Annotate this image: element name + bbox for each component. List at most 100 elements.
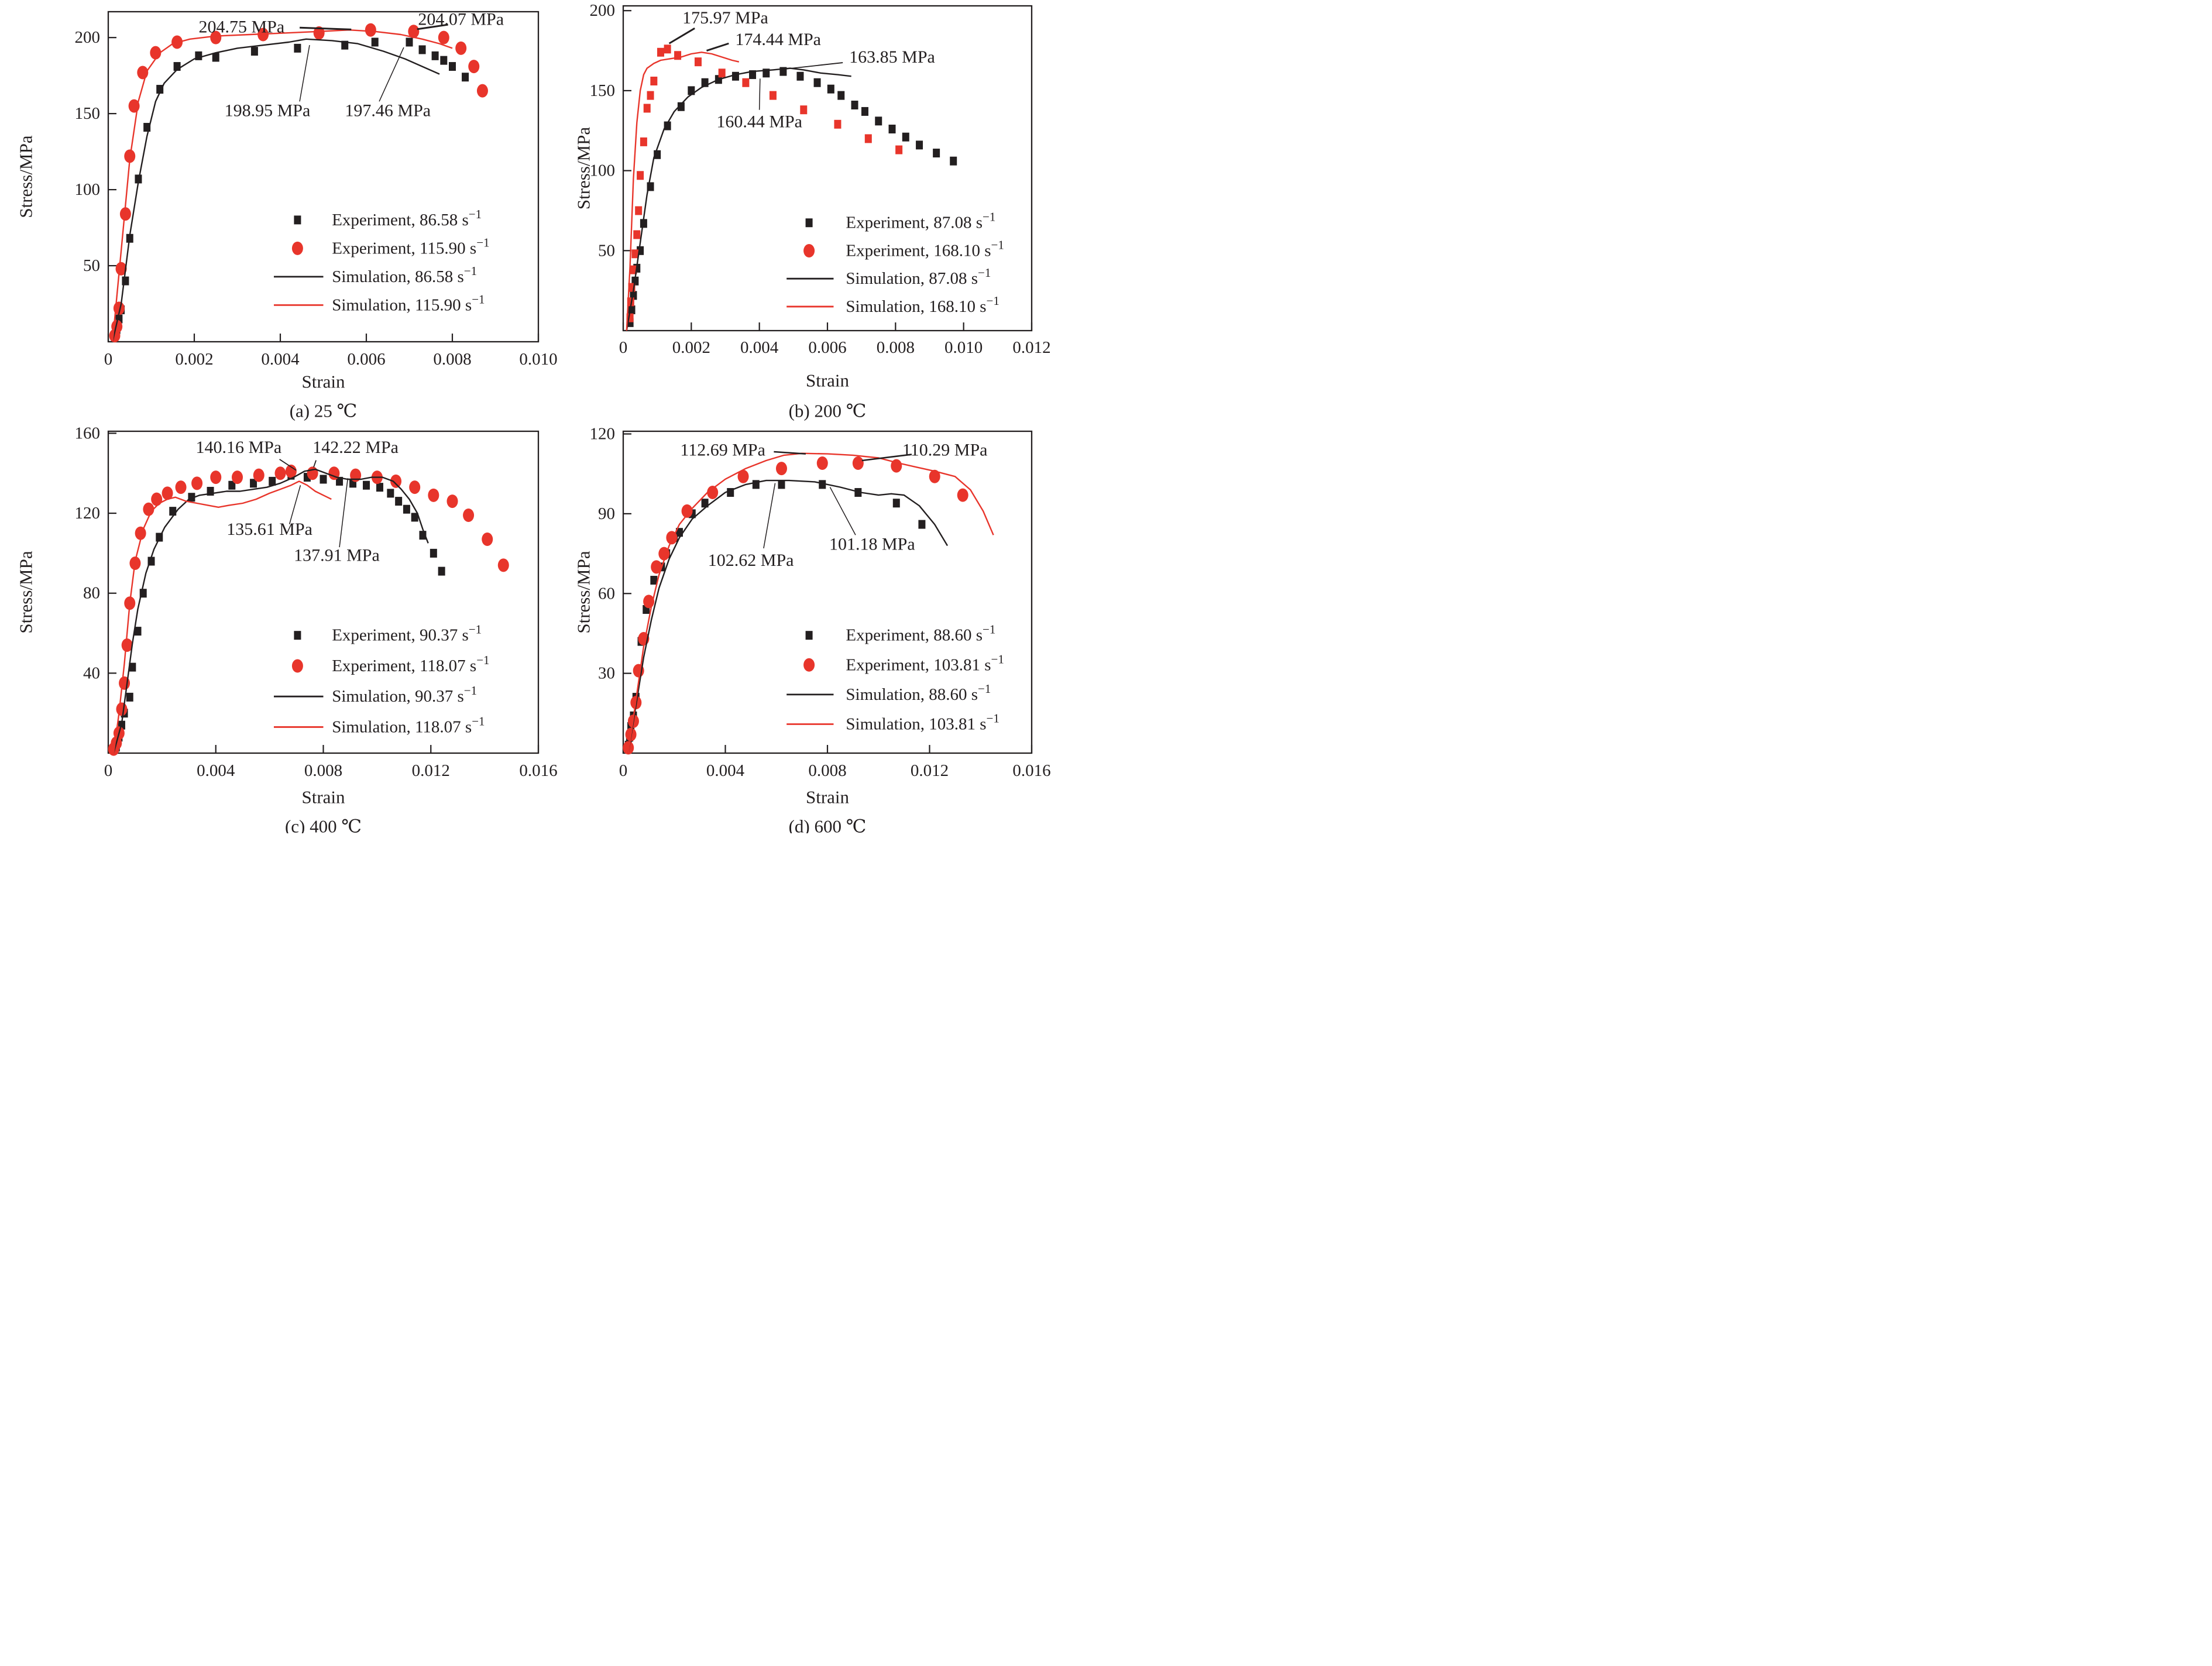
data-point-circle — [390, 474, 402, 488]
data-point-square — [395, 497, 403, 506]
legend-label: Simulation, 118.07 s−1 — [332, 714, 485, 736]
x-tick-label: 0 — [104, 761, 113, 780]
legend-label: Experiment, 103.81 s−1 — [846, 652, 1004, 674]
data-point-square — [637, 171, 644, 180]
data-point-square — [633, 230, 641, 239]
x-tick-label: 0.012 — [412, 761, 450, 780]
data-point-circle — [115, 262, 127, 276]
legend: Experiment, 86.58 s−1 Experiment, 115.90 … — [273, 207, 490, 314]
data-point-square — [796, 71, 804, 81]
data-point-square — [861, 107, 868, 116]
annotation-leader — [417, 23, 448, 30]
legend-marker-circle — [803, 243, 815, 257]
annotation-label: 140.16 MPa — [195, 438, 281, 457]
legend-label: Simulation, 90.37 s−1 — [332, 683, 477, 706]
plot-box — [622, 430, 1033, 754]
data-point-square — [701, 499, 709, 508]
x-tick-label: 0.008 — [877, 338, 915, 357]
data-point-square — [902, 132, 909, 142]
data-point-square — [228, 480, 236, 490]
data-point-square — [834, 119, 841, 129]
y-tick-label: 160 — [75, 424, 101, 442]
data-point-circle — [707, 486, 719, 500]
x-tick-label: 0.002 — [672, 338, 710, 357]
data-point-circle — [775, 462, 787, 476]
data-point-square — [677, 102, 685, 111]
chart-c: 0 0.004 0.008 0.012 0.016 40 80 120 160 Strain Str… — [16, 424, 558, 833]
annotation-label: 204.75 MPa — [199, 17, 285, 36]
legend-label: Simulation, 87.08 s−1 — [846, 266, 991, 288]
series-simulation-black — [113, 468, 429, 754]
data-point-circle — [210, 30, 222, 44]
x-tick-label: 0.010 — [944, 338, 983, 357]
x-tick-label: 0.004 — [740, 338, 779, 357]
data-point-circle — [116, 702, 128, 716]
y-axis-label: Stress/MPa — [573, 551, 594, 633]
data-point-square — [694, 57, 702, 67]
data-point-circle — [438, 30, 449, 44]
legend-marker-square — [805, 631, 813, 640]
data-point-square — [403, 504, 410, 514]
figure-page: 0 0.002 0.004 0.006 0.008 0.010 50 100 150 200 Str… — [0, 0, 1106, 833]
data-point-square — [851, 101, 858, 110]
annotation-label: 197.46 MPa — [345, 101, 431, 120]
data-point-square — [294, 43, 301, 53]
y-tick-label: 80 — [83, 584, 100, 603]
data-point-square — [742, 78, 750, 87]
data-point-square — [336, 476, 344, 486]
data-point-square — [933, 149, 940, 158]
legend-marker-square — [294, 215, 301, 225]
x-tick-label: 0.004 — [706, 761, 745, 780]
data-point-circle — [681, 504, 693, 518]
data-point-circle — [816, 456, 828, 470]
data-point-circle — [476, 84, 488, 98]
legend-label: Simulation, 86.58 s−1 — [332, 264, 477, 286]
legend-label: Experiment, 168.10 s−1 — [846, 238, 1004, 260]
data-point-square — [411, 513, 418, 522]
data-point-circle — [313, 26, 325, 40]
data-point-square — [169, 507, 177, 516]
y-tick-label: 100 — [75, 180, 101, 199]
y-tick-label: 60 — [598, 584, 615, 603]
data-point-circle — [463, 508, 475, 522]
data-point-square — [892, 499, 900, 508]
data-point-square — [630, 265, 637, 274]
series-experiment-red — [623, 456, 968, 755]
chart-b: 0 0.002 0.004 0.006 0.008 0.010 0.012 50 100 150 2… — [573, 1, 1051, 421]
data-point-square — [888, 125, 896, 134]
legend-label: Experiment, 87.08 s−1 — [846, 210, 995, 232]
legend-label: Experiment, 88.60 s−1 — [846, 623, 995, 645]
y-tick-label: 50 — [83, 256, 100, 275]
annotation-label: 163.85 MPa — [849, 47, 935, 67]
y-tick-label: 200 — [590, 1, 616, 20]
data-point-circle — [151, 492, 163, 506]
legend-label: Experiment, 115.90 s−1 — [332, 235, 489, 257]
x-tick-label: 0.016 — [519, 761, 557, 780]
legend-label: Simulation, 115.90 s−1 — [332, 292, 485, 314]
stress-strain-figure: 0 0.002 0.004 0.006 0.008 0.010 50 100 150 200 Str… — [16, 1, 1051, 833]
data-point-circle — [175, 480, 187, 494]
data-point-square — [631, 249, 639, 259]
legend: Experiment, 87.08 s−1 Experiment, 168.10 … — [786, 210, 1004, 316]
y-tick-label: 100 — [590, 162, 616, 180]
y-tick-label: 120 — [590, 425, 616, 444]
data-point-square — [837, 91, 845, 100]
annotation-leader — [379, 47, 404, 102]
data-point-circle — [428, 488, 439, 502]
data-point-square — [418, 45, 426, 54]
x-axis-label: Strain — [301, 787, 345, 808]
data-point-square — [769, 91, 777, 100]
annotation-leader — [763, 483, 776, 549]
annotation-leader — [706, 42, 729, 51]
annotation-leader — [288, 485, 301, 525]
data-point-square — [635, 206, 643, 215]
series-simulation-red — [113, 480, 332, 754]
x-tick-label: 0.016 — [1012, 761, 1050, 780]
x-tick-label: 0.012 — [911, 761, 949, 780]
data-point-square — [126, 692, 133, 702]
annotation-label: 102.62 MPa — [708, 551, 794, 570]
annotation-label: 137.91 MPa — [294, 545, 380, 565]
data-point-circle — [191, 476, 203, 490]
series-simulation-black — [627, 479, 949, 754]
y-tick-label: 200 — [75, 28, 101, 47]
